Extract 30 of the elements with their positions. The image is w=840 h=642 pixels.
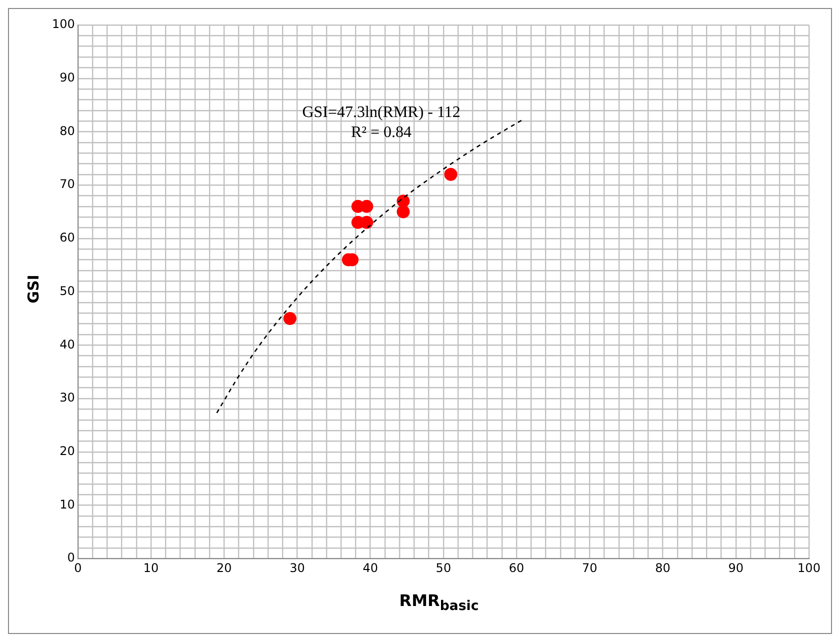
y-tick-label: 10 — [60, 497, 75, 512]
y-tick-label: 80 — [60, 124, 75, 138]
y-tick-label: 60 — [60, 230, 75, 245]
y-tick-label: 100 — [52, 17, 75, 32]
x-tick-label: 40 — [362, 560, 378, 575]
x-tick-label: 80 — [655, 560, 670, 575]
point — [360, 200, 374, 213]
x-tick-label: 50 — [436, 560, 452, 575]
point — [360, 216, 374, 229]
x-axis-title: RMR$_{basic}$ — [398, 591, 480, 614]
y-axis-title: GSI — [24, 274, 42, 304]
x-tick-label: 60 — [508, 560, 524, 575]
y-tick-label: 0 — [67, 550, 75, 565]
y-tick-label: 40 — [60, 337, 75, 352]
point — [444, 168, 458, 181]
x-tick-label: 100 — [798, 560, 820, 575]
x-tick-label: 30 — [290, 560, 305, 575]
x-tick-label: 90 — [728, 560, 744, 575]
point — [283, 312, 296, 325]
annotation: R² = 0.84 — [351, 124, 412, 141]
annotation: GSI=47.3ln(RMR) - 112 — [302, 104, 460, 121]
y-tick-label: 70 — [60, 177, 75, 192]
point — [396, 205, 410, 218]
y-tick-label: 50 — [60, 284, 75, 298]
x-tick-label: 70 — [582, 560, 598, 575]
x-tick-label: 20 — [216, 560, 232, 575]
y-tick-label: 90 — [60, 70, 75, 84]
y-tick-label: 30 — [60, 390, 75, 405]
y-tick-label: 20 — [60, 444, 75, 458]
x-tick-label: 10 — [143, 560, 159, 575]
